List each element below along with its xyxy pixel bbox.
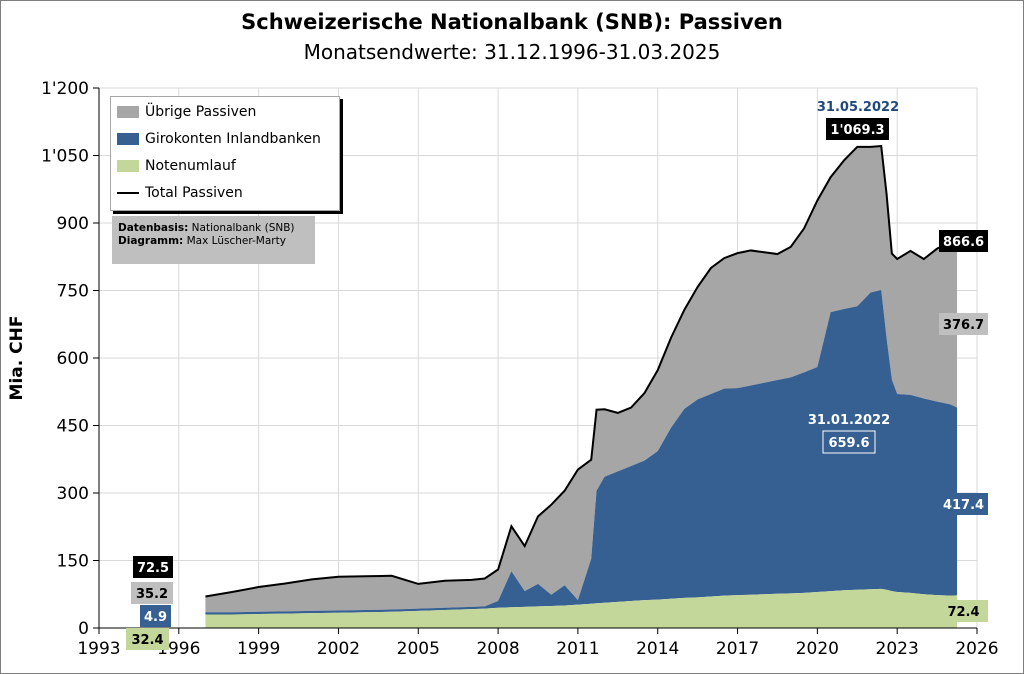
label-start-giro: 4.9 xyxy=(144,610,167,625)
legend-label-giro: Girokonten Inlandbanken xyxy=(145,131,321,147)
source-data-key: Datenbasis: xyxy=(118,222,189,234)
label-end-notes: 72.4 xyxy=(947,605,979,620)
label-end-giro: 417.4 xyxy=(943,498,984,513)
x-tick-label: 2002 xyxy=(317,639,360,659)
x-tick-label: 1993 xyxy=(77,639,120,659)
chart-title: Schweizerische Nationalbank (SNB): Passi… xyxy=(241,10,783,34)
x-tick-label: 2023 xyxy=(876,639,919,659)
x-tick-label: 2008 xyxy=(476,639,519,659)
legend-label-total: Total Passiven xyxy=(145,185,243,201)
series-area-other xyxy=(205,146,958,613)
label-giro-peak-box xyxy=(822,430,876,454)
label-end-other-box xyxy=(939,313,988,335)
label-start-notes: 32.4 xyxy=(131,633,163,648)
x-tick-label: 2020 xyxy=(796,639,839,659)
label-start-giro-box xyxy=(140,605,171,627)
legend: Übrige Passiven Girokonten Inlandbanken … xyxy=(110,96,340,211)
y-tick-label: 450 xyxy=(57,417,89,437)
label-end-other: 376.7 xyxy=(943,318,984,333)
legend-swatch-total xyxy=(117,192,139,194)
legend-item-total: Total Passiven xyxy=(117,183,243,203)
x-tick-label: 2005 xyxy=(397,639,440,659)
label-giro-peak-date: 31.01.2022 xyxy=(808,413,890,428)
source-data-value: Nationalbank (SNB) xyxy=(188,222,295,234)
source-box: Datenbasis: Nationalbank (SNB) Diagramm:… xyxy=(112,216,315,264)
legend-label-other: Übrige Passiven xyxy=(145,104,257,120)
legend-swatch-other xyxy=(117,106,139,118)
y-tick-label: 300 xyxy=(57,484,89,504)
y-tick-label: 150 xyxy=(57,552,89,572)
label-peak-total: 1'069.3 xyxy=(830,123,884,138)
legend-item-notes: Notenumlauf xyxy=(117,156,236,176)
legend-label-notes: Notenumlauf xyxy=(145,158,236,174)
label-giro-peak: 659.6 xyxy=(828,436,869,451)
label-start-other: 35.2 xyxy=(136,587,168,602)
label-end-total: 866.6 xyxy=(943,235,984,250)
label-end-notes-box xyxy=(939,600,988,622)
series-area-notes xyxy=(205,588,958,628)
label-start-total: 72.5 xyxy=(137,561,169,576)
legend-item-giro: Girokonten Inlandbanken xyxy=(117,129,321,149)
source-line-data: Datenbasis: Nationalbank (SNB) xyxy=(118,222,309,235)
label-start-other-box xyxy=(131,582,173,604)
y-axis-title: Mia. CHF xyxy=(7,316,27,401)
x-tick-label: 2011 xyxy=(556,639,599,659)
label-peak-date: 31.05.2022 xyxy=(817,100,899,115)
source-author-key: Diagramm: xyxy=(118,235,184,247)
y-tick-label: 1'200 xyxy=(41,79,89,99)
legend-swatch-notes xyxy=(117,160,139,172)
x-tick-label: 2014 xyxy=(636,639,679,659)
x-tick-label: 2026 xyxy=(955,639,998,659)
x-tick-label: 2017 xyxy=(716,639,759,659)
label-end-giro-box xyxy=(939,493,988,515)
legend-item-other: Übrige Passiven xyxy=(117,102,256,122)
label-peak-total-box xyxy=(826,118,889,140)
series-area-giro xyxy=(205,290,958,615)
y-tick-label: 900 xyxy=(57,214,89,234)
x-tick-label: 1999 xyxy=(237,639,280,659)
source-line-author: Diagramm: Max Lüscher-Marty xyxy=(118,235,309,248)
y-tick-label: 0 xyxy=(78,619,89,639)
label-end-total-box xyxy=(939,230,988,252)
label-start-notes-box xyxy=(126,628,169,650)
series-line-total xyxy=(205,144,958,598)
y-tick-label: 750 xyxy=(57,282,89,302)
chart-subtitle: Monatsendwerte: 31.12.1996-31.03.2025 xyxy=(303,40,721,64)
y-tick-label: 1'050 xyxy=(41,147,89,167)
legend-swatch-giro xyxy=(117,133,139,145)
label-start-total-box xyxy=(133,556,173,578)
source-author-value: Max Lüscher-Marty xyxy=(183,235,286,247)
y-tick-label: 600 xyxy=(57,349,89,369)
